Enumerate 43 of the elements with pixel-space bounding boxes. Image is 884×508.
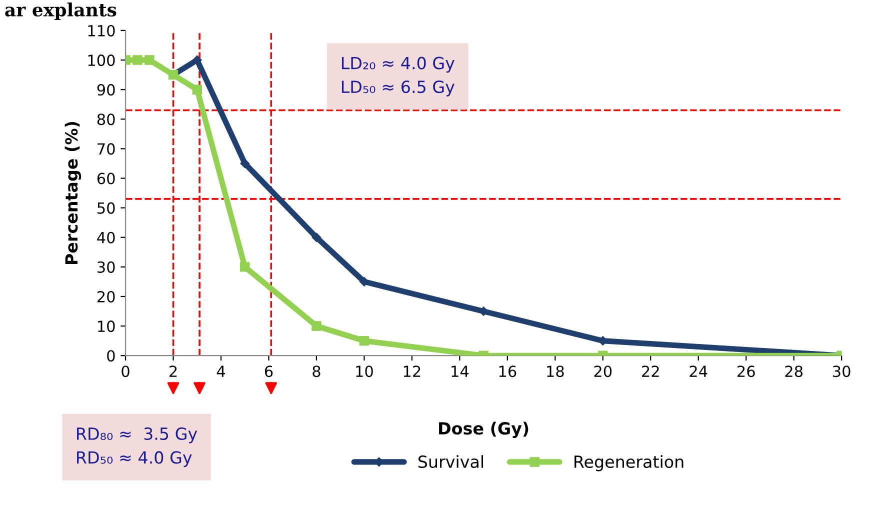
x-tick-label: 24 bbox=[690, 366, 708, 377]
x-tick-label: 30 bbox=[833, 366, 850, 378]
text: RD₈₀ ≈ 3.5 Gy RD₅₀ ≈ 4.0 Gy bbox=[77, 427, 198, 467]
x-tick-label: 28 bbox=[785, 366, 803, 378]
x-tick-label: 6 bbox=[264, 366, 273, 378]
point bbox=[312, 321, 322, 331]
y-tick-label: 80 bbox=[97, 114, 115, 126]
x-tick-label: 4 bbox=[216, 366, 226, 377]
x-tick-label: 22 bbox=[642, 366, 659, 377]
point bbox=[240, 158, 250, 168]
y-tick-label: 110 bbox=[88, 24, 115, 36]
y-tick-label: 0 bbox=[107, 350, 115, 362]
y-tick-label: 70 bbox=[98, 143, 115, 155]
y-axis-title: Percentage (%) bbox=[64, 122, 82, 264]
x-tick-label: 18 bbox=[547, 366, 564, 378]
y-tick-label: 100 bbox=[88, 54, 115, 66]
point bbox=[144, 55, 154, 65]
y-tick-label: 40 bbox=[97, 232, 115, 244]
x-tick-label: 8 bbox=[312, 366, 320, 378]
x-axis-title: Dose (Gy) bbox=[439, 422, 528, 438]
annotation: LD₂₀ ≈ 4.0 Gy LD₅₀ ≈ 6.5 Gy bbox=[342, 56, 454, 96]
x-tick-label: 14 bbox=[452, 366, 469, 377]
chart-title: ar explants bbox=[5, 2, 116, 20]
point bbox=[312, 232, 322, 242]
y-tick-label: 30 bbox=[98, 261, 115, 273]
y-tick-label: 20 bbox=[97, 290, 115, 303]
point bbox=[240, 262, 250, 272]
point bbox=[132, 55, 142, 65]
point bbox=[359, 336, 370, 346]
x-tick-label: 16 bbox=[499, 366, 516, 378]
x-tick-label: 12 bbox=[404, 366, 420, 377]
legend-label: Survival bbox=[418, 455, 484, 468]
x-tick-label: 10 bbox=[356, 366, 373, 378]
y-tick-label: 60 bbox=[97, 172, 115, 184]
x-tick-label: 2 bbox=[170, 366, 177, 377]
x-tick-label: 0 bbox=[122, 366, 130, 378]
x-tick-label: 20 bbox=[594, 366, 612, 378]
y-tick-label: 50 bbox=[98, 202, 115, 214]
x-tick-label: 26 bbox=[737, 366, 755, 378]
point bbox=[192, 84, 202, 94]
legend-label: Regeneration bbox=[574, 455, 684, 472]
y-tick-label: 10 bbox=[98, 320, 115, 332]
y-tick-label: 90 bbox=[97, 84, 115, 96]
